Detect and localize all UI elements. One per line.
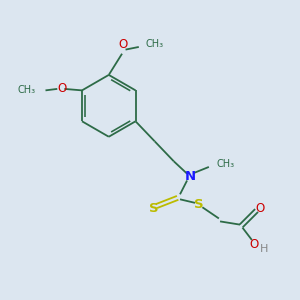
Text: CH₃: CH₃ (217, 159, 235, 169)
Text: S: S (194, 198, 204, 211)
Text: H: H (260, 244, 268, 254)
Text: CH₃: CH₃ (146, 39, 164, 49)
Text: O: O (249, 238, 258, 251)
Text: S: S (149, 202, 159, 215)
Text: CH₃: CH₃ (18, 85, 36, 95)
Text: O: O (255, 202, 264, 215)
Text: N: N (184, 170, 196, 183)
Text: O: O (58, 82, 67, 95)
Text: O: O (119, 38, 128, 51)
